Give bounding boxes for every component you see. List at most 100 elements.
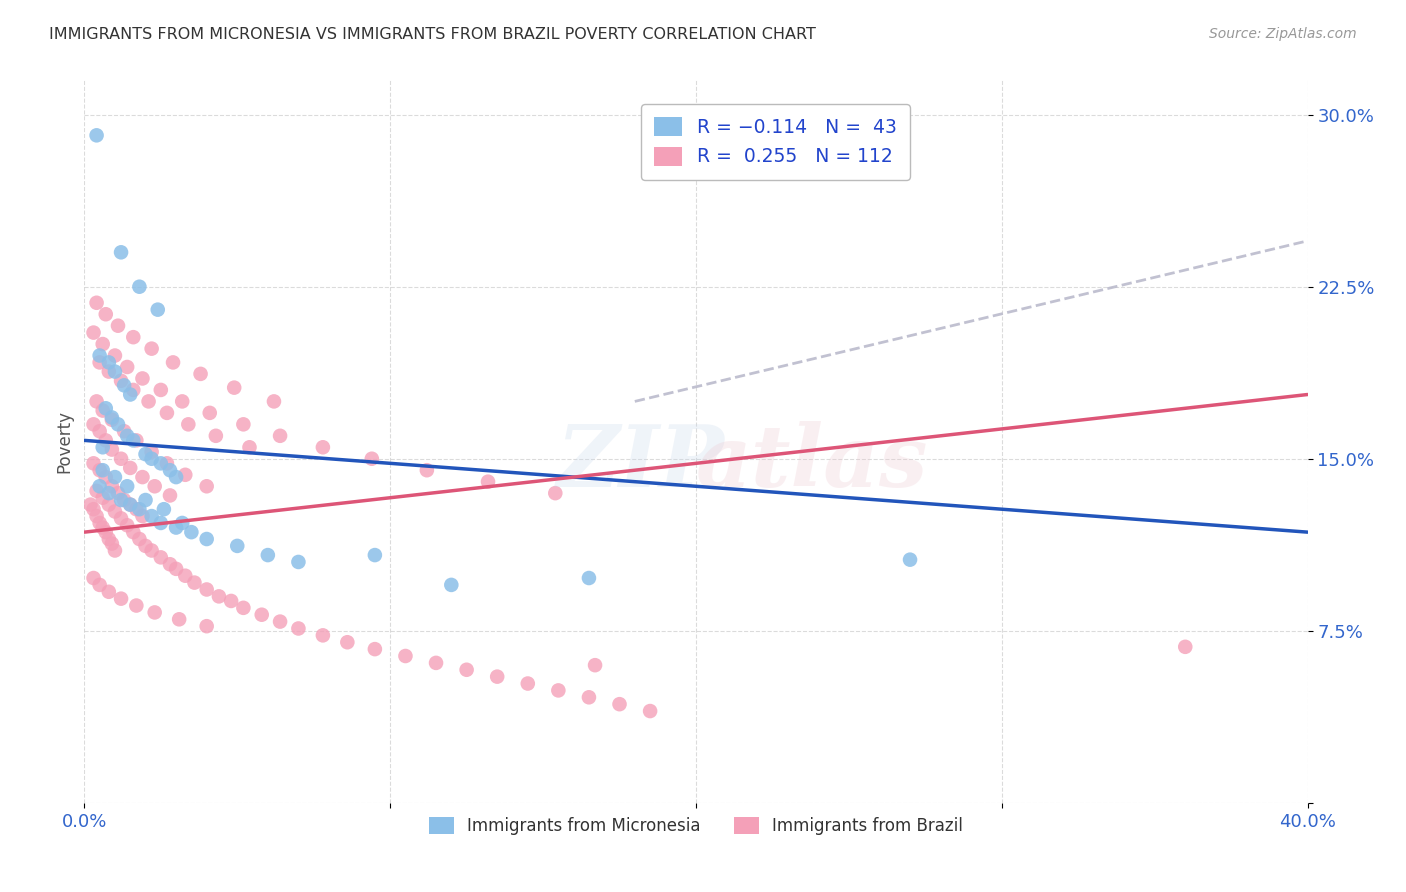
Point	[165, 562, 187, 576]
Point	[149, 516, 172, 530]
Point	[101, 410, 124, 425]
Point	[97, 486, 120, 500]
Point	[159, 488, 181, 502]
Point	[83, 571, 105, 585]
Point	[183, 575, 205, 590]
Point	[86, 509, 108, 524]
Point	[138, 394, 160, 409]
Point	[638, 704, 661, 718]
Point	[125, 434, 148, 448]
Point	[122, 525, 145, 540]
Point	[110, 493, 132, 508]
Point	[131, 509, 153, 524]
Text: ZIP: ZIP	[557, 421, 725, 505]
Point	[364, 548, 387, 562]
Point	[159, 558, 181, 572]
Point	[578, 571, 600, 585]
Point	[360, 451, 382, 466]
Point	[167, 612, 190, 626]
Point	[205, 429, 228, 443]
Point	[128, 532, 150, 546]
Point	[83, 502, 105, 516]
Point	[97, 532, 120, 546]
Point	[149, 456, 172, 470]
Point	[180, 525, 202, 540]
Point	[122, 330, 145, 344]
Point	[287, 622, 309, 636]
Point	[115, 429, 138, 443]
Point	[143, 479, 166, 493]
Y-axis label: Poverty: Poverty	[55, 410, 73, 473]
Point	[97, 498, 120, 512]
Point	[120, 498, 142, 512]
Point	[86, 128, 108, 143]
Point	[269, 615, 291, 629]
Point	[97, 355, 120, 369]
Point	[94, 307, 117, 321]
Point	[141, 543, 163, 558]
Point	[89, 516, 111, 530]
Point	[120, 461, 142, 475]
Point	[269, 429, 291, 443]
Point	[115, 518, 138, 533]
Point	[195, 582, 218, 597]
Point	[107, 486, 129, 500]
Point	[115, 479, 138, 493]
Point	[153, 502, 176, 516]
Point	[190, 367, 212, 381]
Point	[89, 578, 111, 592]
Point	[208, 590, 231, 604]
Point	[79, 498, 101, 512]
Point	[104, 365, 127, 379]
Point	[91, 403, 114, 417]
Point	[101, 442, 124, 457]
Point	[91, 491, 114, 505]
Point	[364, 642, 387, 657]
Point	[110, 591, 132, 606]
Point	[226, 539, 249, 553]
Point	[104, 470, 127, 484]
Point	[312, 628, 335, 642]
Text: Source: ZipAtlas.com: Source: ZipAtlas.com	[1209, 27, 1357, 41]
Point	[115, 359, 138, 374]
Point	[177, 417, 200, 432]
Point	[146, 302, 169, 317]
Point	[97, 584, 120, 599]
Point	[104, 349, 127, 363]
Point	[83, 417, 105, 432]
Point	[122, 434, 145, 448]
Point	[232, 417, 254, 432]
Point	[219, 594, 242, 608]
Legend: Immigrants from Micronesia, Immigrants from Brazil: Immigrants from Micronesia, Immigrants f…	[419, 807, 973, 845]
Point	[89, 424, 111, 438]
Point	[91, 337, 114, 351]
Point	[94, 434, 117, 448]
Point	[120, 387, 142, 401]
Point	[165, 470, 187, 484]
Text: IMMIGRANTS FROM MICRONESIA VS IMMIGRANTS FROM BRAZIL POVERTY CORRELATION CHART: IMMIGRANTS FROM MICRONESIA VS IMMIGRANTS…	[49, 27, 815, 42]
Point	[101, 413, 124, 427]
Point	[135, 493, 157, 508]
Point	[141, 342, 163, 356]
Point	[86, 394, 108, 409]
Point	[440, 578, 463, 592]
Point	[312, 440, 335, 454]
Point	[83, 326, 105, 340]
Point	[97, 365, 120, 379]
Point	[110, 374, 132, 388]
Text: atlas: atlas	[696, 421, 928, 505]
Point	[174, 568, 197, 582]
Point	[172, 516, 194, 530]
Point	[195, 619, 218, 633]
Point	[162, 355, 184, 369]
Point	[156, 456, 179, 470]
Point	[131, 371, 153, 385]
Point	[112, 493, 135, 508]
Point	[238, 440, 260, 454]
Point	[287, 555, 309, 569]
Point	[198, 406, 221, 420]
Point	[104, 543, 127, 558]
Point	[456, 663, 478, 677]
Point	[110, 511, 132, 525]
Point	[89, 349, 111, 363]
